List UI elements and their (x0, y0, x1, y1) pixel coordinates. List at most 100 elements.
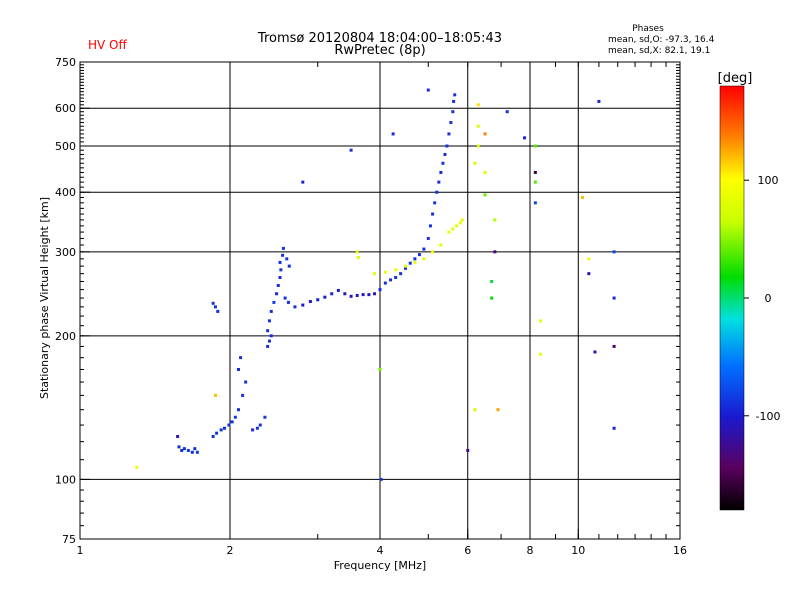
data-point (379, 477, 383, 481)
data-point (533, 180, 537, 184)
data-point (435, 190, 439, 194)
y-axis-label: Stationary phase Virtual Height [km] (38, 197, 51, 399)
data-point (433, 201, 437, 205)
data-point (587, 272, 591, 276)
data-point (408, 261, 412, 265)
data-point (267, 339, 271, 343)
data-point (227, 423, 231, 427)
data-point (215, 431, 219, 435)
data-point (460, 218, 464, 222)
data-point (283, 296, 287, 300)
data-point (378, 367, 382, 371)
data-point (293, 305, 297, 309)
data-point (533, 170, 537, 174)
data-point (190, 450, 194, 454)
data-point (587, 257, 591, 261)
colorbar-tick-label: 0 (765, 292, 772, 305)
data-point (269, 309, 273, 313)
data-point (413, 260, 417, 264)
data-point (490, 279, 494, 283)
data-point (180, 448, 184, 452)
data-point (473, 408, 477, 412)
x-axis-label: Frequency [MHz] (334, 559, 426, 572)
data-point (493, 218, 497, 222)
data-point (431, 212, 435, 216)
data-point (356, 255, 360, 259)
data-point (612, 296, 616, 300)
data-point (443, 152, 447, 156)
data-point (272, 300, 276, 304)
data-point (316, 298, 320, 302)
data-point (213, 305, 217, 309)
data-point (241, 393, 245, 397)
colorbar-unit: [deg] (718, 71, 753, 86)
data-point (285, 257, 289, 261)
x-tick-label: 4 (377, 544, 384, 557)
data-point (383, 281, 387, 285)
data-point (236, 408, 240, 412)
data-point (426, 88, 430, 92)
data-point (394, 268, 398, 272)
data-point (403, 264, 407, 268)
data-point (343, 292, 347, 296)
data-point (286, 300, 290, 304)
data-point (458, 221, 462, 225)
data-point (211, 301, 215, 305)
data-point (223, 426, 227, 430)
data-point (447, 132, 451, 136)
data-point (490, 296, 494, 300)
data-point (236, 367, 240, 371)
data-point (330, 292, 334, 296)
data-point (176, 435, 180, 439)
data-point (211, 435, 215, 439)
data-point (278, 276, 282, 280)
data-point (612, 344, 616, 348)
data-point (428, 224, 432, 228)
data-point (244, 380, 248, 384)
data-point (349, 148, 353, 152)
data-point (367, 293, 371, 297)
data-point (361, 293, 365, 297)
data-point (336, 288, 340, 292)
data-point (422, 257, 426, 261)
data-point (349, 294, 353, 298)
grid-lines (80, 62, 680, 539)
data-point (266, 329, 270, 333)
y-tick-label: 75 (62, 533, 76, 546)
colorbar-ticks: 100 0 -100 (744, 174, 780, 423)
data-point (186, 448, 190, 452)
y-tick-label: 200 (55, 330, 76, 343)
data-point (437, 180, 441, 184)
phases-o-stats: mean, sd,O: -97.3, 16.4 (608, 35, 715, 45)
data-point (413, 257, 417, 261)
y-tick-label: 300 (55, 246, 76, 259)
data-point (266, 344, 270, 348)
phases-title: Phases (632, 24, 664, 34)
data-point (493, 250, 497, 254)
x-tick-label: 8 (527, 544, 534, 557)
y-tick-label: 600 (55, 102, 76, 115)
y-tick-label: 500 (55, 140, 76, 153)
data-point (431, 250, 435, 254)
data-point (267, 319, 271, 323)
y-tick-label: 100 (55, 473, 76, 486)
data-point (135, 465, 139, 469)
axis-ticks: 1 2 4 6 8 10 16 75 100 200 300 400 500 600 750 (55, 56, 687, 557)
data-point (449, 121, 453, 125)
data-point (612, 250, 616, 254)
data-point (441, 161, 445, 165)
y-tick-label: 750 (55, 56, 76, 69)
data-point (219, 428, 223, 432)
data-point (399, 272, 403, 276)
data-point (276, 283, 280, 287)
data-point (301, 303, 305, 307)
data-point (476, 144, 480, 148)
data-point (451, 110, 455, 114)
data-point (539, 319, 543, 323)
chart-subtitle: RwPretec (8p) (334, 43, 425, 58)
data-point (373, 292, 377, 296)
data-point (355, 250, 359, 254)
data-point (195, 450, 199, 454)
data-point (466, 448, 470, 452)
data-point (391, 132, 395, 136)
